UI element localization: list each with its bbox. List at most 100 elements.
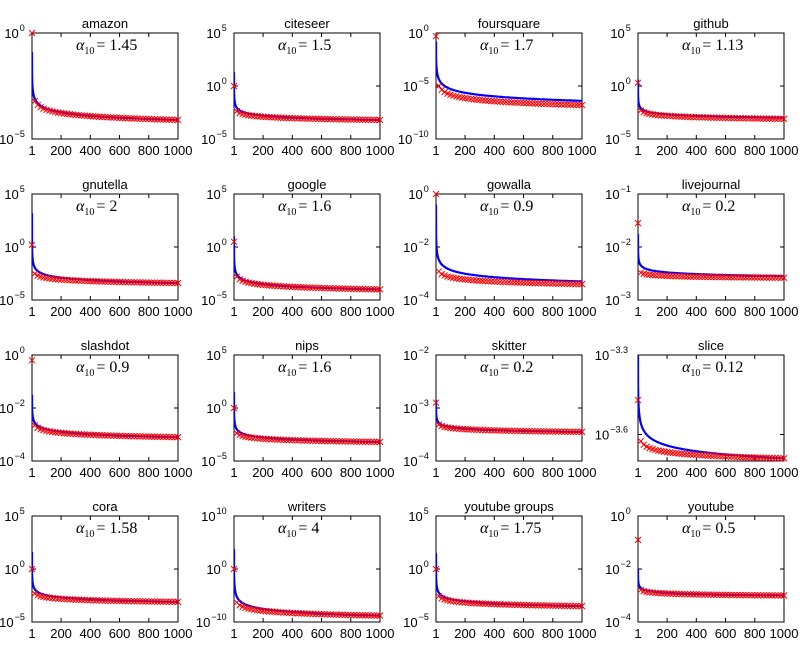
red-marker	[271, 114, 279, 121]
x-tick-label: 200	[656, 304, 678, 319]
red-marker	[757, 591, 764, 599]
alpha-subscript: 10	[488, 46, 498, 57]
x-tick-label: 800	[744, 465, 766, 480]
red-marker	[274, 608, 282, 616]
red-marker	[774, 115, 782, 123]
alpha-symbol: α	[76, 520, 85, 537]
red-marker	[286, 436, 293, 444]
alpha-value: = 1.75	[500, 520, 541, 537]
red-marker	[763, 454, 770, 462]
red-marker	[745, 453, 753, 461]
red-marker	[315, 610, 322, 618]
y-tick-label: 10	[403, 79, 417, 94]
red-marker	[511, 99, 519, 106]
red-marker	[669, 449, 677, 457]
red-marker	[707, 273, 715, 281]
red-marker	[341, 611, 349, 619]
red-marker	[450, 424, 457, 432]
red-marker	[303, 115, 311, 122]
red-marker	[92, 597, 100, 604]
y-tick-label: 10	[0, 454, 14, 469]
y-tick-exponent: 0	[424, 23, 429, 33]
red-marker	[92, 277, 100, 285]
red-marker	[569, 428, 577, 436]
y-tick-exponent: −2	[621, 237, 631, 247]
y-tick-exponent: −4	[419, 451, 429, 461]
alpha-subscript: 10	[286, 46, 296, 57]
x-tick-label: 600	[311, 143, 333, 158]
red-marker	[139, 279, 147, 286]
alpha-symbol: α	[278, 359, 287, 376]
red-marker	[75, 430, 82, 438]
red-marker	[678, 590, 686, 598]
red-marker	[707, 452, 715, 460]
red-marker	[300, 115, 308, 122]
y-tick-exponent: −3.3	[610, 345, 628, 355]
alpha-subscript: 10	[286, 368, 296, 379]
red-marker	[81, 112, 88, 120]
red-marker	[315, 284, 322, 292]
red-marker	[66, 276, 74, 284]
red-marker	[493, 427, 501, 434]
x-tick-label: 1000	[164, 626, 193, 641]
red-marker	[543, 602, 551, 609]
red-marker	[57, 276, 65, 283]
red-marker	[324, 115, 331, 123]
red-marker	[350, 285, 358, 293]
red-marker	[634, 219, 642, 227]
red-marker	[75, 596, 82, 604]
red-marker	[514, 279, 522, 286]
x-tick-label: 1000	[366, 465, 395, 480]
blue-series-line	[436, 41, 582, 102]
red-marker	[578, 280, 586, 288]
alpha-subscript: 10	[84, 207, 94, 218]
red-marker	[370, 116, 378, 124]
red-marker	[657, 112, 665, 119]
red-marker	[672, 590, 680, 598]
red-marker	[367, 116, 375, 124]
red-marker	[695, 273, 703, 281]
red-marker	[286, 609, 293, 617]
red-marker	[736, 453, 744, 461]
y-tick-label: 10	[403, 454, 417, 469]
red-marker	[78, 112, 85, 119]
y-tick-label: 10	[4, 562, 18, 577]
alpha-annotation: α10 = 0.9	[76, 359, 129, 379]
red-marker	[344, 285, 352, 293]
red-marker	[171, 279, 179, 287]
red-marker	[754, 115, 762, 122]
red-marker	[467, 426, 475, 433]
red-marker	[95, 113, 103, 121]
red-marker	[520, 99, 527, 107]
panel-title: youtube groups	[464, 499, 554, 514]
red-marker	[160, 598, 167, 606]
red-marker	[350, 611, 358, 619]
red-marker	[297, 610, 305, 617]
red-marker	[78, 277, 85, 285]
x-tick-label: 400	[281, 626, 303, 641]
alpha-symbol: α	[76, 359, 85, 376]
red-marker	[353, 116, 360, 123]
y-tick-exponent: −4	[419, 290, 429, 300]
red-marker	[347, 611, 355, 619]
panel-title: slashdot	[81, 338, 130, 353]
red-marker	[107, 114, 115, 121]
alpha-symbol: α	[76, 37, 85, 54]
red-marker	[127, 115, 135, 122]
red-marker	[283, 436, 290, 444]
red-marker	[757, 454, 764, 462]
red-marker	[766, 592, 773, 599]
y-tick-label: 10	[610, 26, 624, 41]
red-marker	[730, 114, 738, 122]
alpha-annotation: α10 = 1.13	[682, 37, 743, 57]
y-tick-label: 10	[610, 79, 624, 94]
red-marker	[291, 114, 299, 122]
red-marker	[725, 273, 732, 281]
red-marker	[660, 112, 668, 119]
red-marker	[528, 601, 536, 609]
red-marker	[526, 279, 533, 287]
red-marker	[461, 276, 469, 283]
